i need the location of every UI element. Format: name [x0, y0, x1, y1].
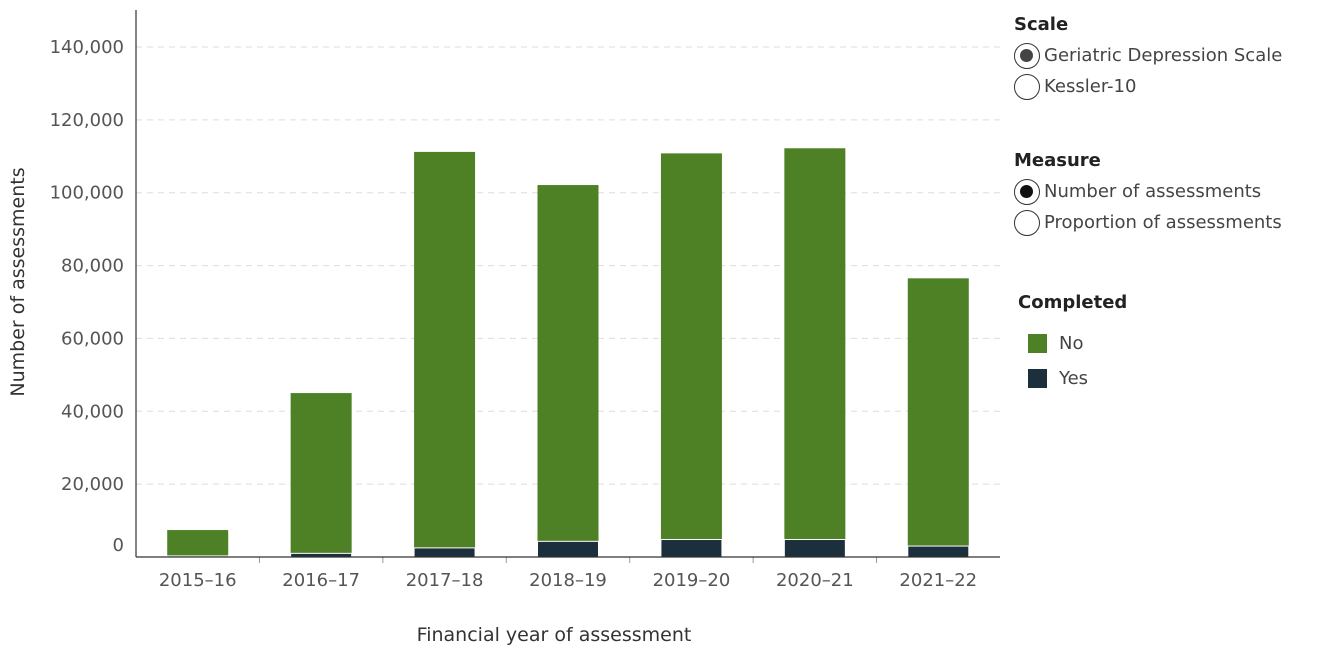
- y-tick-label: 60,000: [61, 328, 124, 349]
- bar-no: [167, 530, 229, 556]
- bar-yes: [907, 545, 970, 558]
- legend-swatch-yes: [1028, 369, 1047, 388]
- legend-label-yes: Yes: [1059, 368, 1089, 389]
- x-tick-label: 2017–18: [406, 570, 484, 591]
- legend-title: Completed: [1018, 292, 1128, 313]
- radio-selected-icon[interactable]: [1014, 42, 1040, 69]
- axes: [135, 10, 1000, 563]
- bar-no: [414, 151, 476, 548]
- y-axis-label: Number of assessments: [7, 167, 29, 396]
- y-tick-label: 80,000: [61, 256, 124, 277]
- completed-legend: Completed No Yes: [1018, 292, 1328, 396]
- y-tick-labels: 0 20,000 40,000 60,000 80,000 100,000 120,000 1…: [50, 37, 124, 556]
- bar-yes: [660, 539, 723, 558]
- x-tick-label: 2021–22: [899, 570, 977, 591]
- bar-no: [537, 185, 599, 542]
- scale-filter: Scale Geriatric Depression Scale Kessler…: [1014, 14, 1324, 102]
- y-tick-label: 20,000: [61, 474, 124, 495]
- x-tick-label: 2020–21: [776, 570, 854, 591]
- legend-item-no[interactable]: No: [1028, 326, 1328, 361]
- y-tick-label: 140,000: [50, 37, 124, 58]
- measure-option-proportion[interactable]: Proportion of assessments: [1014, 207, 1324, 238]
- measure-option-label: Number of assessments: [1044, 181, 1262, 202]
- radio-selected-icon[interactable]: [1014, 178, 1040, 205]
- x-tick-label: 2015–16: [159, 570, 237, 591]
- scale-option-kessler-10[interactable]: Kessler-10: [1014, 71, 1324, 102]
- bar-no: [660, 153, 722, 540]
- legend-item-yes[interactable]: Yes: [1028, 361, 1328, 396]
- bars: [166, 148, 970, 558]
- bar-no: [784, 148, 846, 540]
- y-tick-label: 40,000: [61, 401, 124, 422]
- scale-option-label: Geriatric Depression Scale: [1044, 45, 1283, 66]
- x-tick-label: 2016–17: [282, 570, 360, 591]
- measure-option-label: Proportion of assessments: [1044, 212, 1282, 233]
- scale-filter-title: Scale: [1014, 14, 1069, 35]
- x-tick-label: 2018–19: [529, 570, 607, 591]
- x-tick-labels: 2015–16 2016–17 2017–18 2018–19 2019–20 2020–…: [159, 570, 977, 591]
- bar-yes: [783, 539, 846, 558]
- measure-filter-title: Measure: [1014, 150, 1101, 171]
- scale-option-label: Kessler-10: [1044, 76, 1137, 97]
- x-axis-label: Financial year of assessment: [417, 624, 692, 646]
- y-tick-label: 0: [113, 535, 124, 556]
- scale-option-geriatric-depression[interactable]: Geriatric Depression Scale: [1014, 40, 1324, 71]
- measure-option-number[interactable]: Number of assessments: [1014, 176, 1324, 207]
- bar-no: [907, 278, 969, 547]
- legend-label-no: No: [1059, 333, 1084, 354]
- radio-unselected-icon[interactable]: [1014, 73, 1040, 100]
- y-tick-label: 120,000: [50, 110, 124, 131]
- x-tick-label: 2019–20: [653, 570, 731, 591]
- legend-swatch-no: [1028, 334, 1047, 353]
- bar-yes: [537, 540, 599, 558]
- bar-no: [290, 393, 352, 554]
- y-tick-label: 100,000: [50, 183, 124, 204]
- bar-yes: [413, 547, 476, 558]
- radio-unselected-icon[interactable]: [1014, 209, 1040, 236]
- measure-filter: Measure Number of assessments Proportion…: [1014, 150, 1324, 238]
- stacked-bar-chart: 0 20,000 40,000 60,000 80,000 100,000 120,000 1…: [7, 10, 1000, 646]
